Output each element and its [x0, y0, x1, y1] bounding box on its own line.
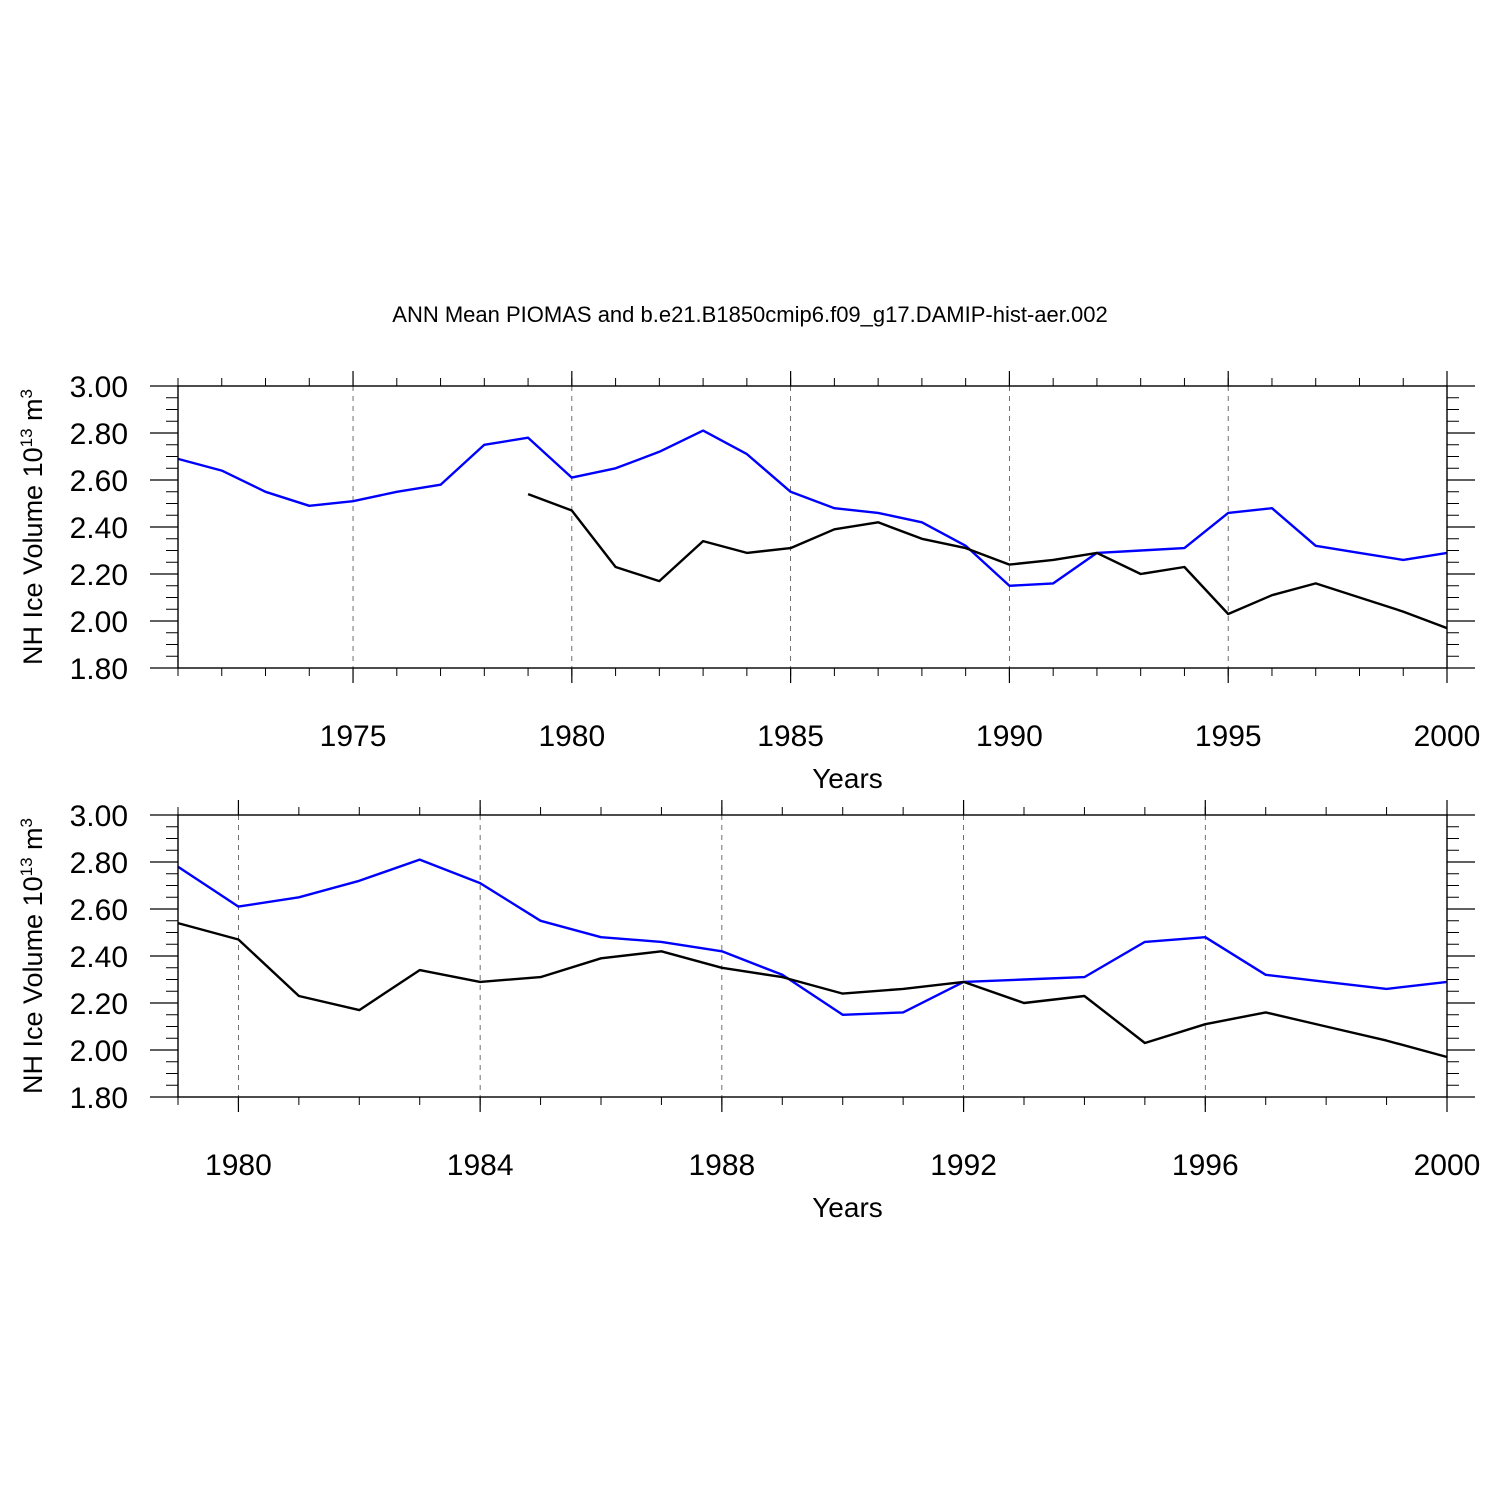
panel-2-xtick-label: 1992 [930, 1149, 997, 1182]
panel-1-xtick-label: 1985 [757, 720, 824, 753]
panel-1-xtick-label: 1990 [976, 720, 1043, 753]
bottom-panel: 1980 1984 1988 1992 1996 2000 1.80 2.00 2.20 2.40… [17, 800, 1480, 1223]
panel-2-ytick-label: 2.60 [70, 894, 128, 927]
panel-1-xtick-label: 1980 [538, 720, 605, 753]
panel-2-ytick-label: 2.80 [70, 847, 128, 880]
panel-2-ytick-label: 2.00 [70, 1035, 128, 1068]
panel-1-ytick-label: 2.20 [70, 559, 128, 592]
panel-1-ytick-label: 2.00 [70, 606, 128, 639]
panel-2-xtick-label: 2000 [1414, 1149, 1481, 1182]
panel-2-ytick-label: 1.80 [70, 1082, 128, 1115]
panel-1-xtick-label: 1975 [320, 720, 387, 753]
panel-1-ylabel: NH Ice Volume 1013 m3 [17, 389, 48, 665]
panel-2-frame [177, 814, 1448, 1098]
panel-2-series-model-line [177, 858, 1448, 1016]
panel-2-series-piomas-line [177, 921, 1448, 1059]
panel-1-ytick-label: 3.00 [70, 371, 128, 404]
panel-2-ytick-label: 3.00 [70, 800, 128, 833]
panel-2-xtick-label: 1996 [1172, 1149, 1239, 1182]
panel-2-ytick-label: 2.40 [70, 941, 128, 974]
panel-2-xtick-label: 1984 [447, 1149, 514, 1182]
panel-1-ytick-label: 2.80 [70, 418, 128, 451]
panel-1-ytick-label: 1.80 [70, 653, 128, 686]
panel-2-ytick-label: 2.20 [70, 988, 128, 1021]
panel-2-xtick-label: 1980 [205, 1149, 272, 1182]
figure-title: ANN Mean PIOMAS and b.e21.B1850cmip6.f09… [392, 302, 1107, 327]
panel-1-frame [177, 385, 1448, 669]
panel-1-series-piomas-line [527, 492, 1448, 630]
panel-1-xtick-label: 2000 [1414, 720, 1481, 753]
panel-1-ytick-label: 2.40 [70, 512, 128, 545]
panel-1-xtick-label: 1995 [1195, 720, 1262, 753]
panel-2-ylabel: NH Ice Volume 1013 m3 [17, 818, 48, 1094]
panel-1-xlabel: Years [812, 763, 883, 794]
panel-1-ytick-label: 2.60 [70, 465, 128, 498]
panel-2-xlabel: Years [812, 1192, 883, 1223]
panel-2-xtick-label: 1988 [688, 1149, 755, 1182]
top-panel: 1975 1980 1985 1990 1995 2000 1.80 2.00 2.20 2.40… [17, 371, 1480, 794]
panel-1-series-model-line [177, 429, 1448, 587]
